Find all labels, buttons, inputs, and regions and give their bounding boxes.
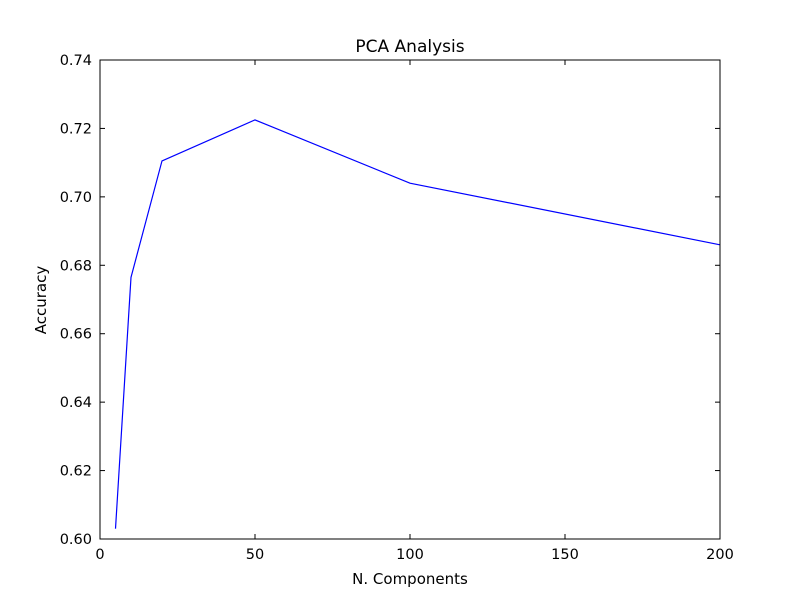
x-tick-label: 0 [95, 547, 104, 563]
series-line [114, 119, 721, 529]
y-tick-label: 0.72 [60, 121, 92, 137]
y-tick-label: 0.70 [60, 190, 92, 206]
y-tick-label: 0.68 [60, 258, 92, 274]
x-tick-label: 50 [246, 547, 264, 563]
plot-area: 0 50 100 150 200 0.60 0.62 0.64 0.66 0.68 0.70 0.72… [60, 53, 734, 563]
y-tick-label: 0.60 [60, 532, 92, 548]
y-tick-label: 0.74 [60, 53, 92, 69]
y-tick-label: 0.64 [60, 395, 92, 411]
chart-title: PCA Analysis [355, 37, 464, 57]
y-tick-label: 0.62 [60, 464, 92, 480]
x-axis-label: N. Components [352, 570, 468, 588]
y-tick-label: 0.66 [60, 327, 92, 343]
x-tick-label: 150 [551, 547, 579, 563]
x-tick-label: 200 [706, 547, 734, 563]
y-axis-label: Accuracy [32, 266, 50, 335]
x-tick-label: 100 [396, 547, 424, 563]
axes-frame [99, 59, 721, 540]
